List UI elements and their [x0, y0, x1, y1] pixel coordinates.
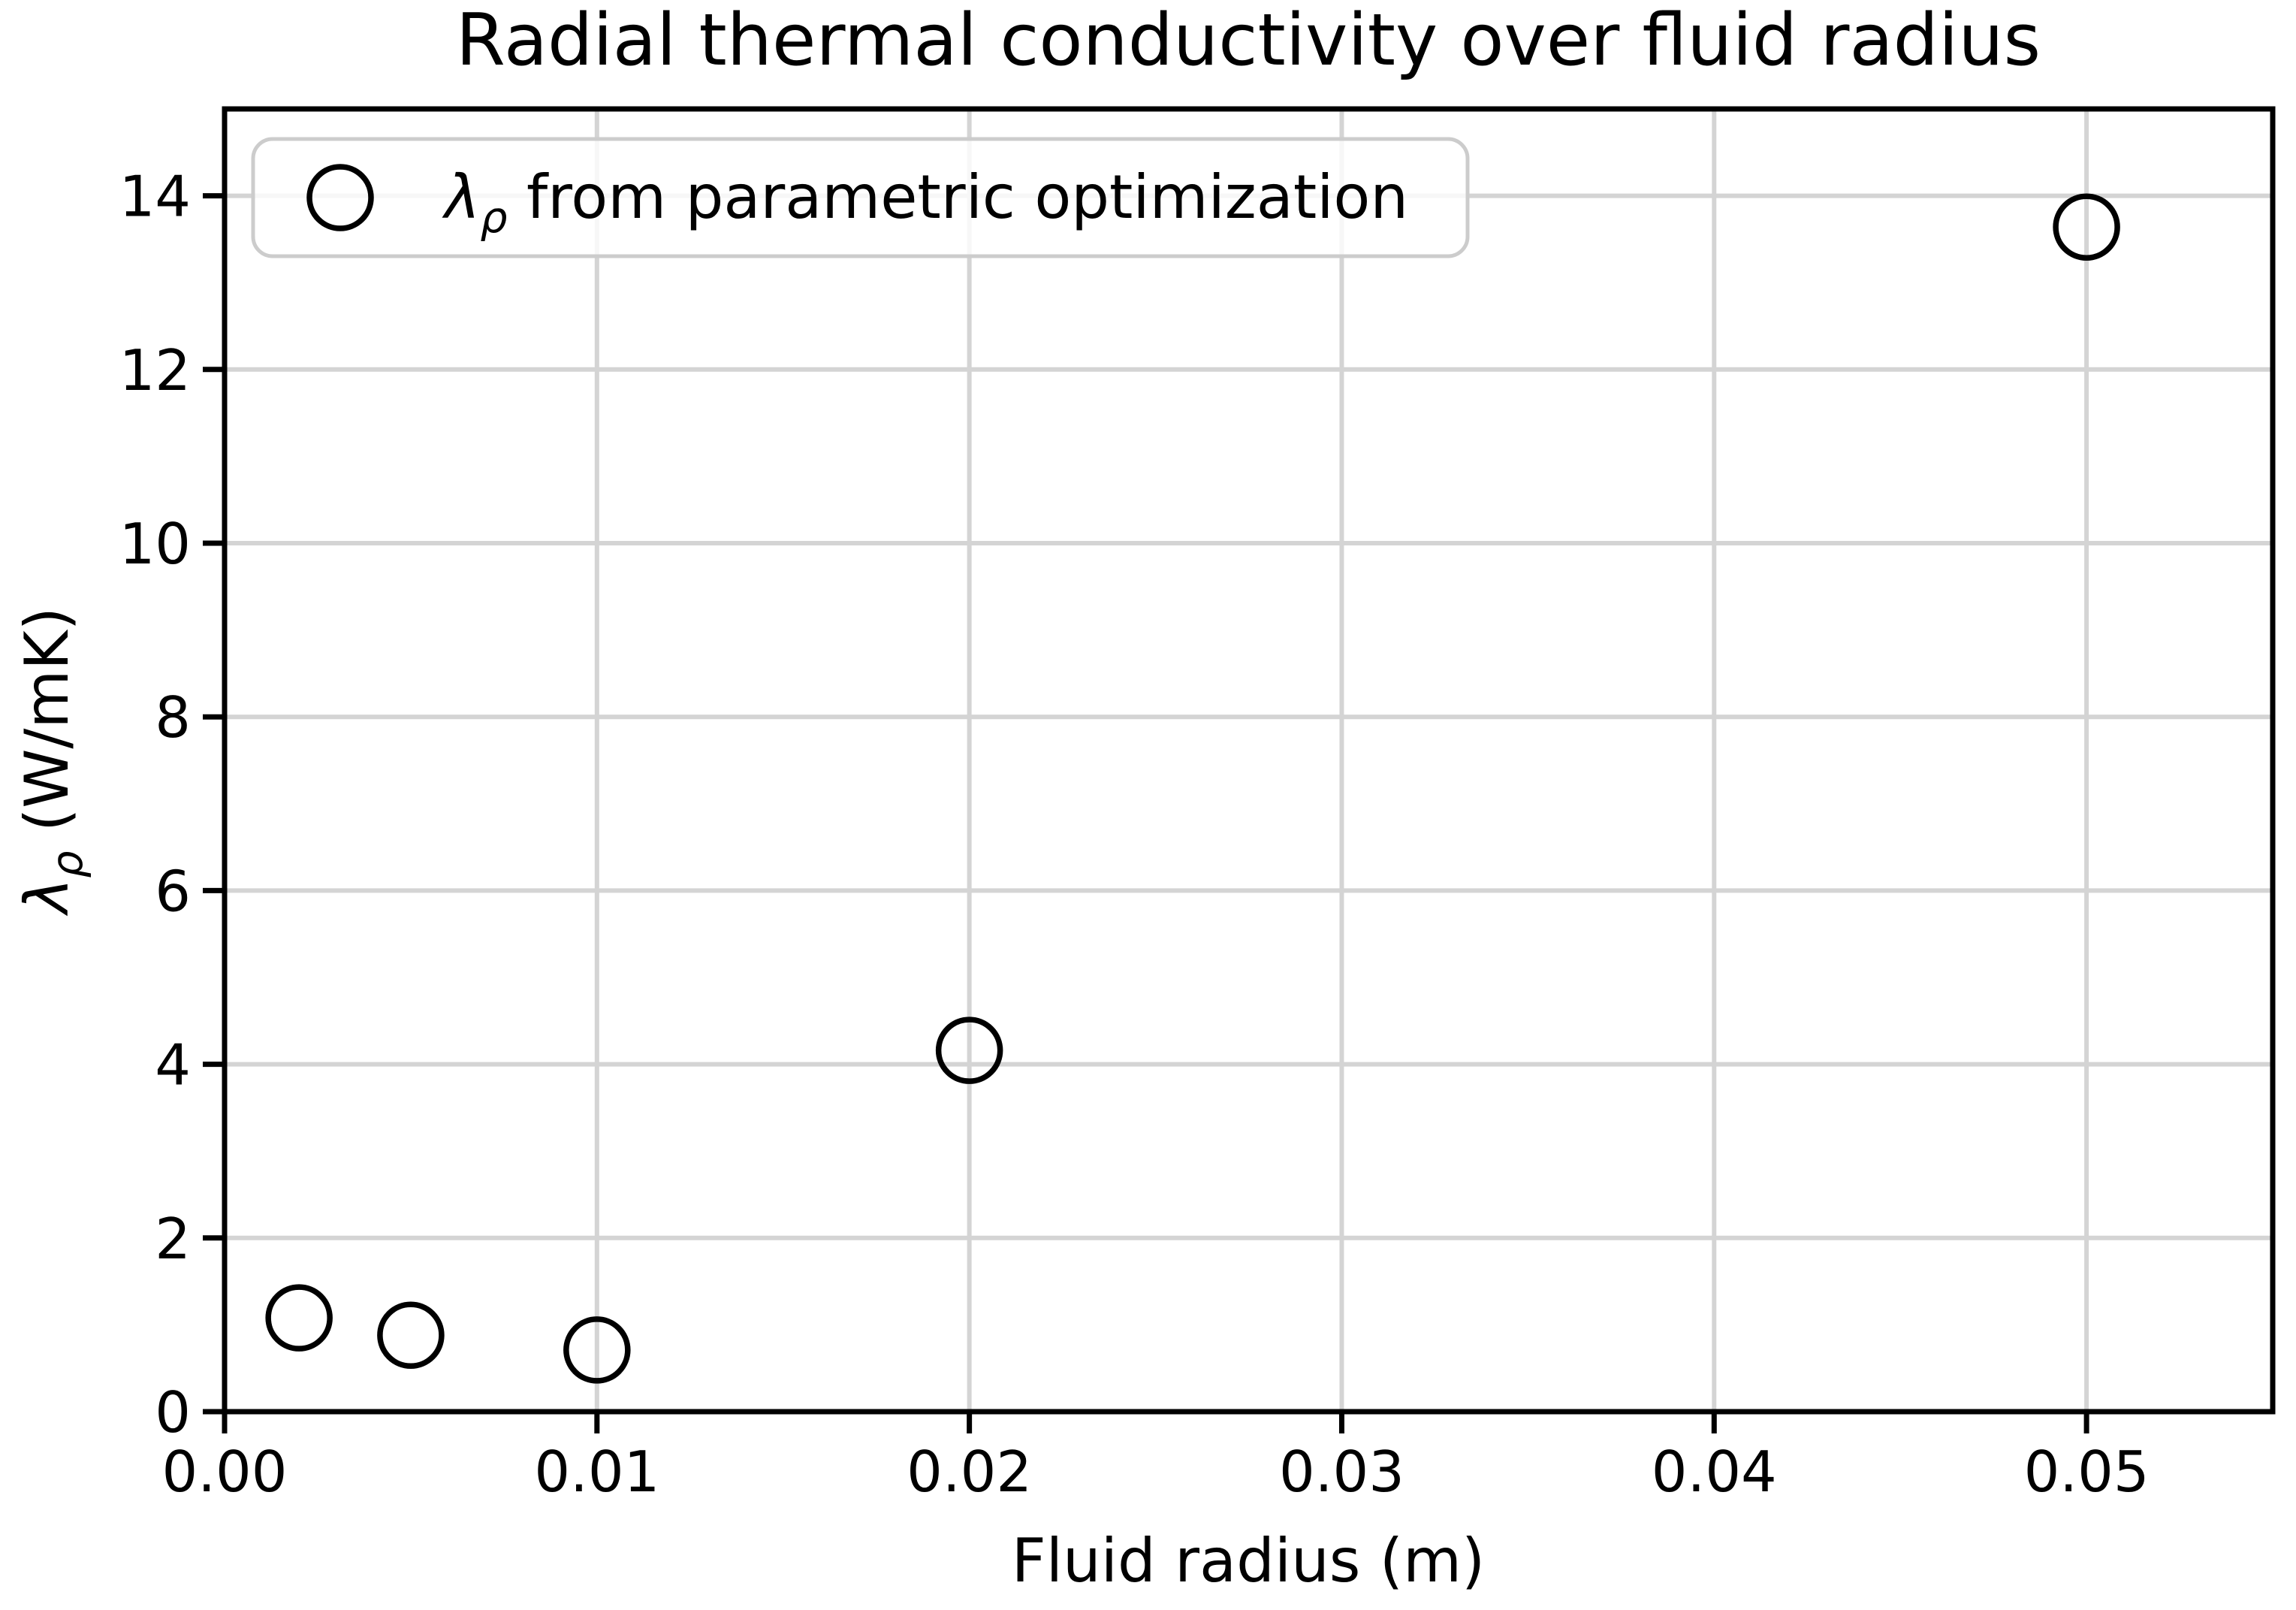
data-points — [265, 193, 2120, 1384]
y-tick-label: 6 — [155, 858, 191, 924]
x-tick-label: 0.04 — [1652, 1439, 1777, 1505]
y-tick-label: 0 — [155, 1379, 191, 1445]
x-tick-label: 0.00 — [162, 1439, 288, 1505]
x-tick-labels: 0.00 0.01 0.02 0.03 0.04 0.05 — [162, 1439, 2150, 1505]
data-point — [2053, 193, 2120, 261]
chart-title: Radial thermal conductivity over fluid r… — [456, 0, 2041, 82]
data-point — [265, 1284, 333, 1352]
y-tick-label: 8 — [155, 684, 191, 751]
x-tick-label: 0.02 — [907, 1439, 1032, 1505]
y-tick-labels: 0 2 4 6 8 10 12 14 — [119, 164, 191, 1445]
y-tick-label: 10 — [119, 511, 191, 577]
x-tick-label: 0.05 — [2024, 1439, 2150, 1505]
x-tick-label: 0.03 — [1279, 1439, 1404, 1505]
x-ticks — [222, 1412, 2089, 1433]
legend-marker-circle — [306, 164, 374, 231]
legend-box — [251, 137, 1470, 258]
data-point — [563, 1316, 631, 1384]
y-ticks — [203, 193, 225, 1415]
data-point — [377, 1301, 445, 1370]
x-tick-label: 0.01 — [534, 1439, 659, 1505]
legend: λρ from parametric optimization — [251, 137, 1470, 258]
y-tick-label: 2 — [155, 1206, 191, 1272]
y-axis-label: λρ (W/mK) — [12, 607, 92, 917]
data-point — [935, 1016, 1003, 1084]
y-tick-label: 12 — [119, 337, 191, 403]
axes-frame — [222, 106, 2276, 1415]
y-tick-label: 14 — [119, 164, 191, 230]
y-tick-label: 4 — [155, 1032, 191, 1098]
legend-label: λρ from parametric optimization — [442, 162, 1408, 243]
x-axis-label: Fluid radius (m) — [1012, 1526, 1485, 1596]
